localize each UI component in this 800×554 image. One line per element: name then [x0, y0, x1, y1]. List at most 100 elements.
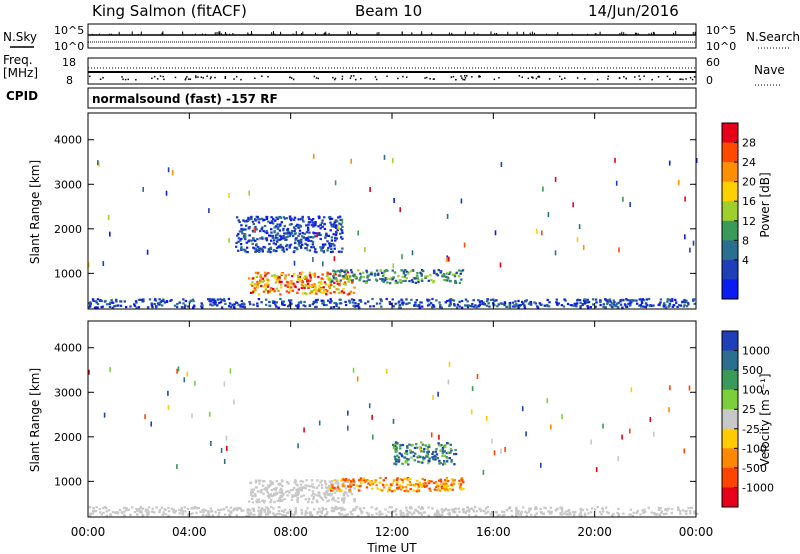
echo-cell: [370, 271, 373, 274]
echo-cell: [337, 224, 340, 230]
echo-cell: [233, 303, 236, 306]
echo-cell: [341, 269, 344, 272]
echo-cell: [314, 221, 317, 224]
echo-cell: [406, 446, 409, 449]
echo-cell: [392, 446, 396, 450]
echo-cell: [453, 304, 456, 307]
echo-cell: [304, 305, 307, 308]
echo-cell: [269, 484, 272, 487]
echo-cell: [316, 510, 319, 514]
echo-cell: [272, 494, 275, 497]
echo-cell: [279, 500, 282, 503]
echo-cell: [146, 509, 149, 512]
echo-cell: [248, 513, 251, 516]
echo-cell: [260, 284, 263, 288]
echo-cell: [294, 227, 297, 230]
echo-cell: [251, 281, 254, 284]
echo-cell: [554, 250, 557, 256]
nave-point: [639, 78, 641, 81]
echo-cell: [339, 302, 343, 305]
echo-cell: [453, 479, 456, 482]
x-tick-label: 00:00: [71, 525, 106, 539]
echo-cell: [329, 245, 333, 248]
echo-cell: [324, 283, 328, 286]
echo-cell: [309, 485, 312, 488]
echo-cell: [459, 485, 462, 488]
echo-cell: [218, 301, 221, 305]
echo-cell: [626, 299, 629, 302]
echo-cell: [256, 215, 259, 219]
echo-cell: [267, 272, 270, 275]
echo-cell: [466, 509, 469, 512]
echo-cell: [351, 509, 355, 512]
echo-cell: [340, 506, 343, 509]
echo-cell: [502, 510, 506, 514]
velocity-y-tick-label: 1000: [54, 475, 82, 488]
echo-cell: [296, 488, 299, 491]
echo-cell: [321, 225, 324, 228]
echo-cell: [480, 300, 483, 303]
echo-cell: [220, 447, 223, 453]
echo-cell: [450, 449, 453, 452]
echo-cell: [330, 506, 334, 509]
echo-cell: [398, 300, 401, 303]
echo-cell: [445, 478, 448, 481]
power-y-tick-label: 3000: [54, 178, 82, 191]
echo-cell: [419, 461, 422, 464]
freq-label-line1: Freq.: [3, 53, 33, 67]
echo-cell: [262, 492, 265, 495]
echo-cell: [293, 260, 296, 266]
echo-cell: [275, 246, 279, 250]
echo-cell: [352, 480, 356, 483]
echo-cell: [187, 513, 190, 516]
echo-cell: [600, 513, 603, 516]
echo-cell: [139, 505, 142, 509]
echo-cell: [229, 512, 233, 515]
echo-cell: [368, 278, 371, 281]
echo-cell: [344, 273, 347, 276]
echo-cell: [452, 479, 455, 482]
echo-cell: [305, 237, 308, 240]
echo-cell: [395, 446, 399, 449]
echo-cell: [391, 278, 394, 281]
echo-cell: [342, 492, 346, 495]
colorbar-segment: [722, 428, 738, 449]
echo-cell: [576, 302, 579, 305]
echo-cell: [420, 274, 423, 277]
echo-cell: [420, 484, 423, 487]
echo-cell: [309, 236, 313, 239]
echo-cell: [433, 271, 436, 274]
echo-cell: [349, 480, 353, 483]
echo-cell: [279, 224, 282, 227]
echo-cell: [273, 274, 276, 277]
echo-cell: [408, 280, 411, 283]
echo-cell: [111, 301, 114, 304]
echo-cell: [104, 299, 107, 303]
echo-cell: [324, 483, 328, 486]
echo-cell: [659, 507, 663, 510]
echo-cell: [280, 499, 284, 502]
echo-cell: [307, 285, 311, 288]
echo-cell: [683, 304, 686, 307]
echo-cell: [292, 226, 296, 229]
echo-cell: [599, 304, 602, 307]
echo-cell: [607, 512, 610, 515]
echo-cell: [114, 511, 117, 515]
echo-cell: [340, 229, 344, 232]
echo-cell: [254, 481, 258, 484]
echo-cell: [411, 443, 414, 446]
echo-cell: [297, 226, 300, 229]
echo-cell: [251, 220, 255, 223]
echo-cell: [395, 463, 398, 466]
echo-cell: [635, 512, 638, 515]
echo-cell: [254, 228, 257, 231]
echo-cell: [426, 451, 429, 454]
echo-cell: [282, 492, 285, 495]
echo-cell: [423, 457, 426, 460]
echo-cell: [536, 228, 538, 234]
echo-cell: [350, 513, 353, 516]
echo-cell: [242, 302, 245, 305]
echo-cell: [677, 508, 681, 511]
echo-cell: [274, 494, 277, 497]
echo-cell: [170, 507, 174, 510]
